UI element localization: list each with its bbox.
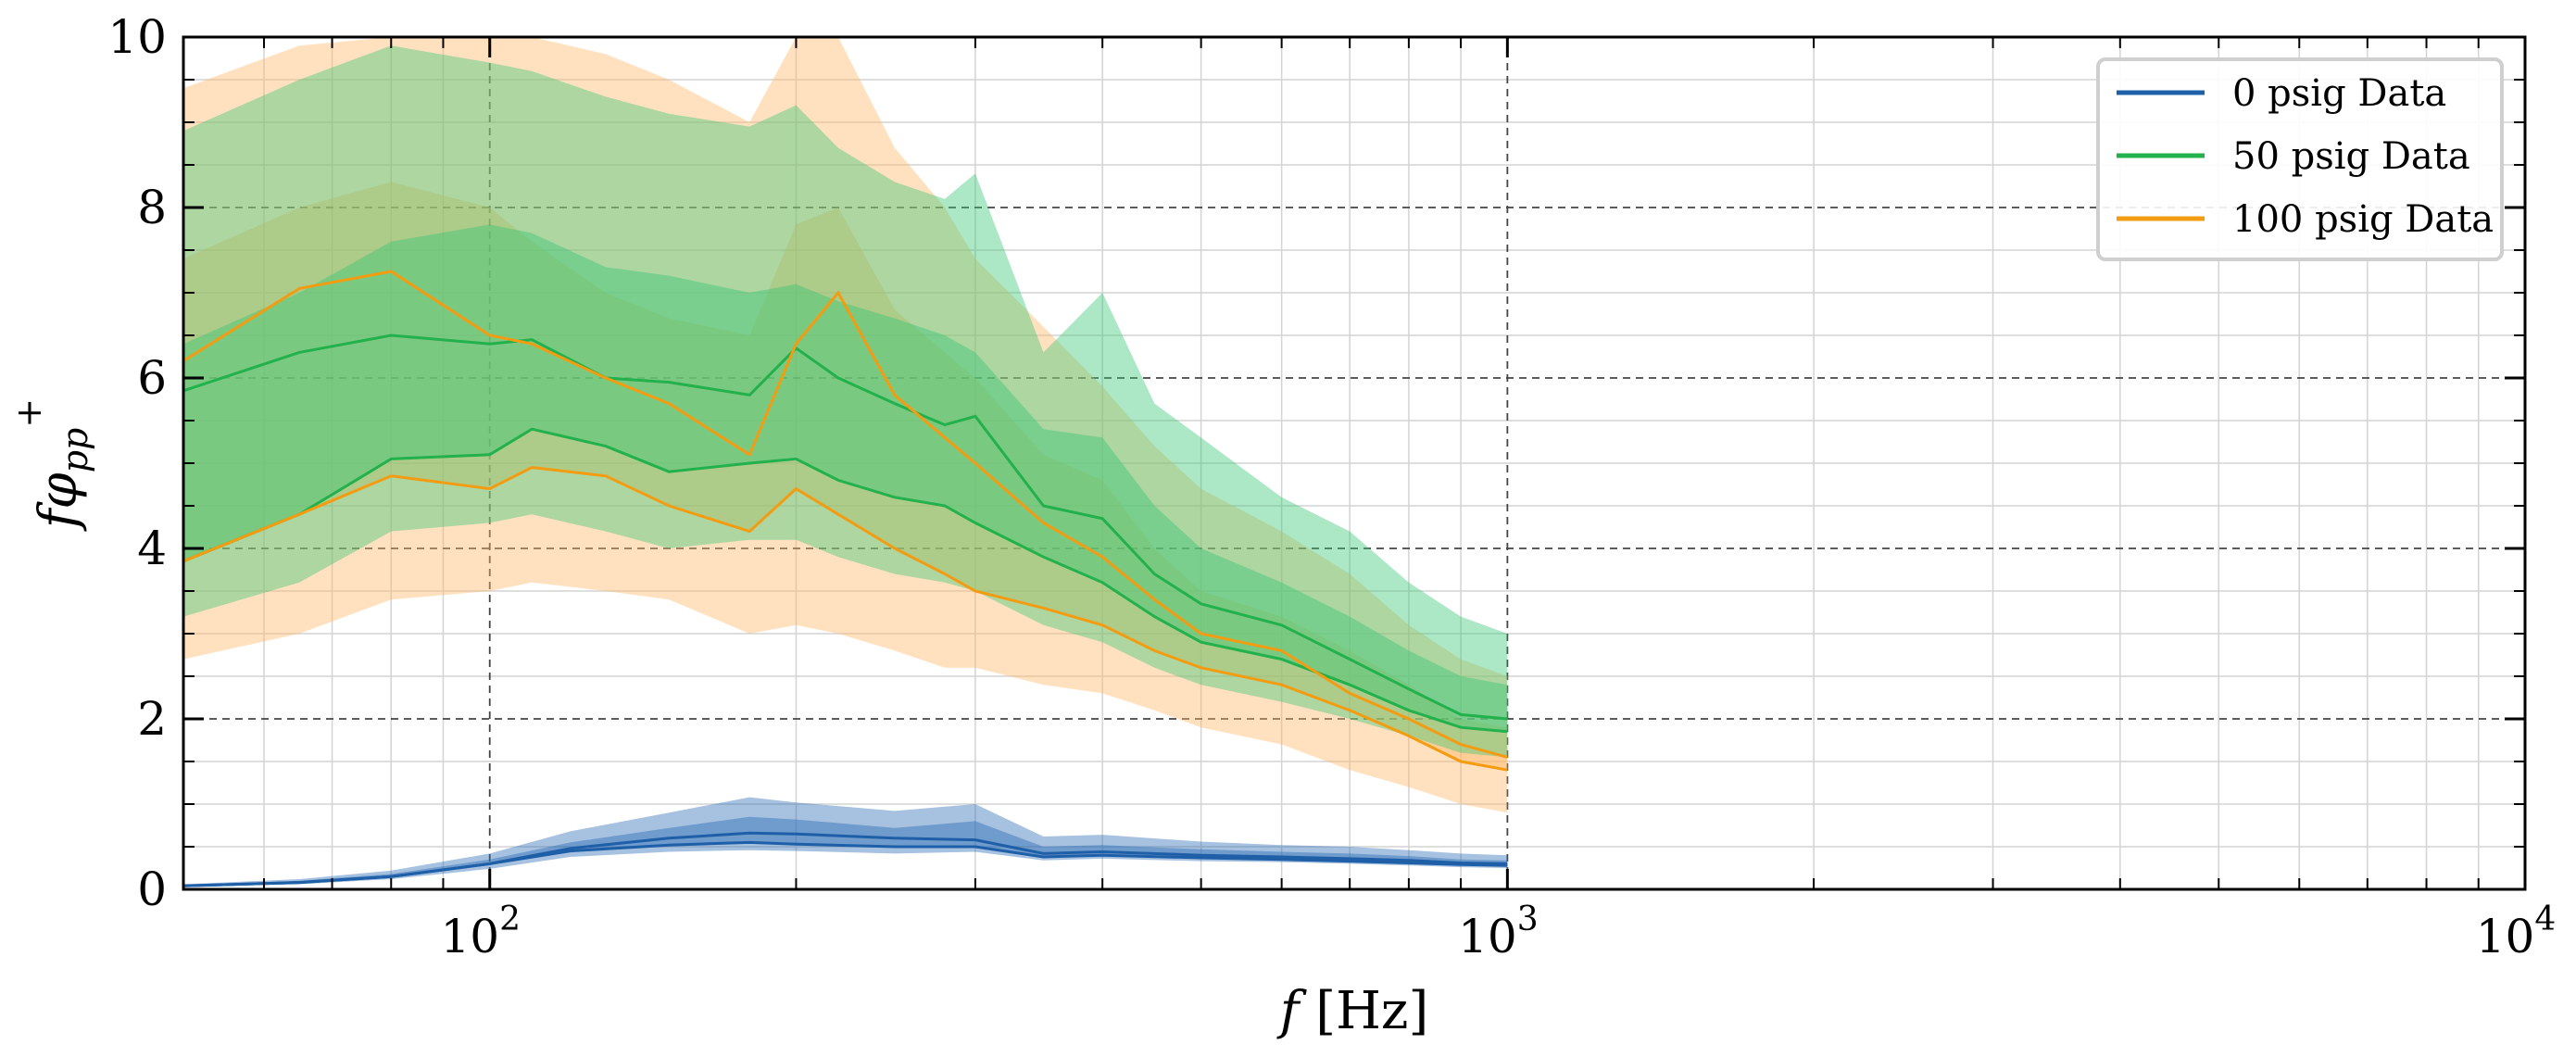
x-axis-label-symbol: f	[1276, 981, 1308, 1041]
y-tick-label: 8	[137, 181, 167, 234]
y-axis-label-sup: +	[8, 398, 49, 428]
y-tick-label: 2	[137, 692, 167, 746]
x-axis-label-unit: [Hz]	[1315, 981, 1428, 1041]
y-tick-label: 10	[107, 10, 167, 64]
y-tick-label: 0	[137, 862, 167, 916]
x-axis-label: f [Hz]	[1276, 981, 1429, 1041]
y-tick-label: 4	[137, 522, 167, 575]
series-inner-band	[183, 182, 1508, 771]
legend-label: 50 psig Data	[2232, 135, 2470, 178]
minor-grid	[183, 37, 2525, 889]
series-outer-band	[183, 45, 1508, 758]
series-mean-line	[183, 831, 1508, 887]
axis-ticks	[183, 35, 2527, 891]
y-tick-label: 6	[137, 351, 167, 405]
series-mean-line	[183, 333, 1508, 721]
y-axis-label: fφpp+	[8, 398, 95, 532]
y-axis-label-sub: pp	[55, 428, 95, 473]
x-tick-label: 102	[440, 900, 521, 963]
series-mean-line	[183, 270, 1508, 759]
tick-labels: 102 103 104 0 2 4 6 8 10	[107, 10, 2556, 963]
x-tick-label: 104	[2476, 900, 2557, 963]
x-tick-label: 103	[1458, 900, 1539, 963]
series-outer-band	[183, 797, 1508, 887]
error-bands	[183, 37, 1508, 887]
series-outer-band	[183, 37, 1508, 813]
y-axis-label-main: fφ	[29, 472, 89, 532]
legend-label: 100 psig Data	[2232, 198, 2494, 241]
series-inner-band	[183, 816, 1508, 887]
legend-box	[2096, 57, 2504, 261]
series-lower-line	[183, 466, 1508, 772]
series-inner-band	[183, 224, 1508, 732]
legend-label: 0 psig Data	[2232, 72, 2446, 115]
legend: 0 psig Data 50 psig Data 100 psig Data	[2096, 57, 2504, 261]
series-lines	[183, 270, 1508, 887]
